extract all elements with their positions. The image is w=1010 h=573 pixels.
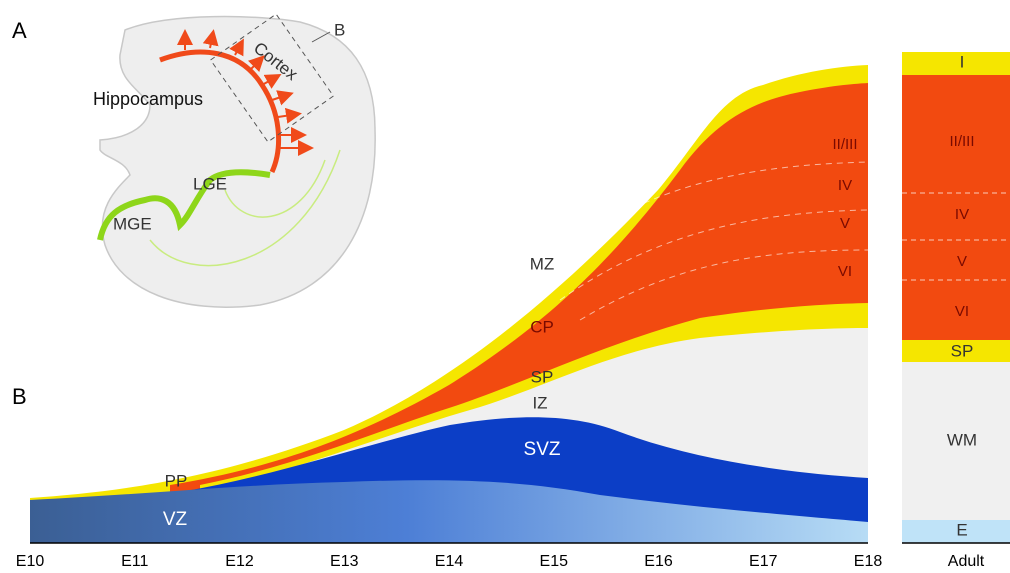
layer-label: VI <box>955 303 969 320</box>
zone-label: CP <box>530 317 554 336</box>
adult-layer <box>902 52 1010 75</box>
zone-label: MZ <box>530 254 555 273</box>
zone-label: PP <box>165 471 188 490</box>
time-label: E18 <box>854 553 883 570</box>
zone-label: SVZ <box>524 439 561 460</box>
zone-label: IZ <box>532 393 547 412</box>
time-label: E15 <box>540 553 569 570</box>
zone-label: VZ <box>163 509 188 530</box>
panel-label: A <box>12 18 27 43</box>
layer-label: IV <box>838 177 852 194</box>
mge-label: MGE <box>113 214 152 233</box>
layer-label: VI <box>838 263 852 280</box>
hippocampus-label: Hippocampus <box>93 89 203 109</box>
layer-label: IV <box>955 206 969 223</box>
layer-label: SP <box>951 341 974 360</box>
time-label: E10 <box>16 553 45 570</box>
layer-label: I <box>960 52 965 71</box>
time-label: E17 <box>749 553 778 570</box>
layer-label: II/III <box>949 133 974 150</box>
box-label: B <box>334 20 345 39</box>
layer-label: II/III <box>832 136 857 153</box>
time-label: E12 <box>225 553 254 570</box>
panel-label: B <box>12 384 27 409</box>
time-label: E11 <box>121 553 148 570</box>
layer-label: WM <box>947 430 977 449</box>
figure: A B Cortex Hippocampus LGE MGE B MZ CP S… <box>0 0 1010 573</box>
time-label: E13 <box>330 553 359 570</box>
time-label: E16 <box>644 553 673 570</box>
layer-label: V <box>840 215 850 232</box>
layer-label: V <box>957 253 967 270</box>
time-label: E14 <box>435 553 464 570</box>
lge-label: LGE <box>193 174 227 193</box>
layer-label: E <box>956 520 967 539</box>
time-label: Adult <box>948 553 985 570</box>
zone-label: SP <box>531 367 554 386</box>
